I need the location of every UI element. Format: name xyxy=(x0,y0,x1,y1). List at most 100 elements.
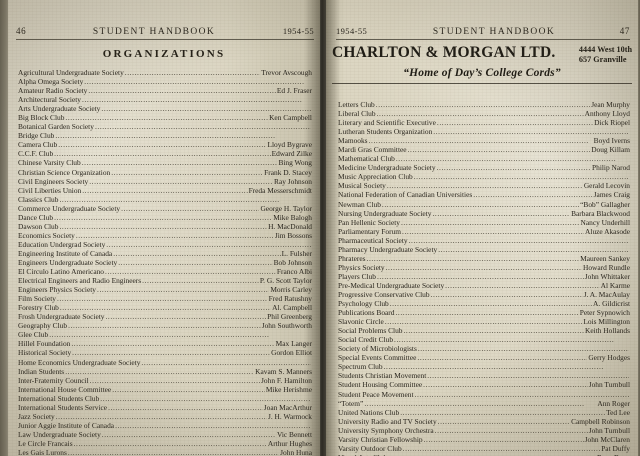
organization-entry: Phrateres...............................… xyxy=(338,254,630,263)
organization-entry: Liberal Club............................… xyxy=(338,109,630,118)
organization-name: International Students Service xyxy=(18,402,108,412)
leader-dots: ........................................… xyxy=(395,308,579,318)
organization-name: United Nations Club xyxy=(338,407,400,417)
organization-entry: Les Gais Lurons.........................… xyxy=(18,448,312,456)
organization-contact: Arthur Hughes xyxy=(267,438,312,448)
organization-name: Varsity Outdoor Club xyxy=(338,443,402,453)
organization-entry: Film Society............................… xyxy=(18,294,312,303)
organization-entry: Agricultural Undergraduate Society......… xyxy=(18,68,312,77)
organization-name: Liberal Club xyxy=(338,109,376,119)
leader-dots: ........................................… xyxy=(375,100,591,109)
organization-contact: Howard Rundle xyxy=(582,262,630,272)
leader-dots: ........................................… xyxy=(437,416,570,426)
leader-dots: ........................................… xyxy=(55,411,267,421)
organization-entry: Engineers Physics Society...............… xyxy=(18,285,312,294)
organization-entry: Nursing Undergraduate Society...........… xyxy=(338,209,630,218)
organization-entry: Pharmaceutical Society..................… xyxy=(338,236,630,245)
leader-dots: ........................................… xyxy=(81,158,278,168)
organization-name: Engineers Physics Society xyxy=(18,285,97,295)
leader-dots: ........................................… xyxy=(73,438,267,448)
organization-contact: H. MacDonald xyxy=(268,221,312,231)
leader-dots: ........................................… xyxy=(111,167,263,177)
leader-dots: ........................................… xyxy=(395,154,617,164)
leader-dots: ........................................… xyxy=(121,203,259,213)
organization-contact: John Turnbull xyxy=(588,380,630,390)
leader-dots: ........................................… xyxy=(88,86,276,96)
organization-contact: Trevor Avscough xyxy=(261,68,312,77)
organization-entry: Engineering Institute of Canada.........… xyxy=(18,249,312,258)
leader-dots: ........................................… xyxy=(101,104,311,114)
leader-dots: ........................................… xyxy=(105,267,276,277)
leader-dots: ........................................… xyxy=(434,425,588,435)
organization-name: Agricultural Undergraduate Society xyxy=(18,68,124,77)
organization-name: National Federation of Canadian Universi… xyxy=(338,190,473,200)
organization-name: Civil Engineers Society xyxy=(18,176,89,186)
organization-name: Alpha Omega Society xyxy=(18,77,84,87)
organization-contact: John McClaren xyxy=(584,434,630,444)
leader-dots: ........................................… xyxy=(376,271,584,281)
organization-entry: Society of Microbiologists..............… xyxy=(338,344,630,353)
leader-dots: ........................................… xyxy=(430,289,583,299)
leader-dots: ........................................… xyxy=(72,348,271,358)
organization-contact: A. Gildicrist xyxy=(593,299,630,309)
organization-entry: Indian Students.........................… xyxy=(18,367,312,376)
organization-entry: Glee Club...............................… xyxy=(18,330,312,339)
leader-dots: ........................................… xyxy=(89,375,260,385)
organization-contact: Pat Duffy xyxy=(601,443,630,453)
left-running-head: STUDENT HANDBOOK xyxy=(92,27,216,37)
organization-contact: John Southworth xyxy=(261,321,312,331)
leader-dots: ........................................… xyxy=(75,230,274,240)
right-page-year: 1954-55 xyxy=(336,26,368,36)
leader-dots: ........................................… xyxy=(112,384,265,394)
left-page-year: 1954-55 xyxy=(282,26,314,36)
organization-entry: Economics Society.......................… xyxy=(18,231,312,240)
organization-name: Geography Club xyxy=(18,321,68,331)
organization-entry: Classics Club...........................… xyxy=(18,195,312,204)
leader-dots: ........................................… xyxy=(100,393,311,403)
organization-entry: Mardi Gras Committee....................… xyxy=(338,145,630,154)
leader-dots: ........................................… xyxy=(94,122,311,132)
leader-dots: ........................................… xyxy=(115,420,311,430)
organization-contact: John Whittaker xyxy=(584,271,630,281)
organization-name: Student Peace Movement xyxy=(338,389,414,399)
organization-name: Spectrum Club xyxy=(338,362,383,372)
right-page-header: 1954-55 STUDENT HANDBOOK 47 xyxy=(336,26,630,37)
organization-name: Publications Board xyxy=(338,308,395,318)
organization-entry: Home Economics Undergraduate Society....… xyxy=(18,358,312,367)
organization-name: Inter-Fraternity Council xyxy=(18,375,89,385)
organization-contact: Phil Greenberg xyxy=(267,312,312,322)
organization-contact: Bob Johnson xyxy=(273,257,312,267)
organization-name: Nursing Undergraduate Society xyxy=(338,208,432,218)
organization-name: Pharmaceutical Society xyxy=(338,235,408,245)
leader-dots: ........................................… xyxy=(54,149,271,159)
organization-entry: Alpha Omega Society.....................… xyxy=(18,77,312,86)
organization-entry: Arts Undergraduate Society..............… xyxy=(18,104,312,113)
organization-name: Commerce Undergraduate Society xyxy=(18,203,121,213)
leader-dots: ........................................… xyxy=(433,127,629,137)
leader-dots: ........................................… xyxy=(376,109,584,119)
leader-dots: ........................................… xyxy=(417,344,629,354)
organization-contact: Mike Herishme xyxy=(265,384,312,394)
organization-entry: Junior Aggie Institute of Canada........… xyxy=(18,421,312,430)
leader-dots: ........................................… xyxy=(89,176,273,186)
organization-name: University Radio and TV Society xyxy=(338,416,437,426)
leader-dots: ........................................… xyxy=(82,95,303,105)
organization-name: Classics Club xyxy=(18,194,59,204)
organization-contact: Campbell Robinson xyxy=(571,416,630,426)
leader-dots: ........................................… xyxy=(56,294,268,304)
leader-dots: ........................................… xyxy=(82,185,247,195)
organization-name: Law Undergraduate Society xyxy=(18,429,101,439)
organization-entry: Social Credit Club......................… xyxy=(338,335,630,344)
organization-name: Jazz Society xyxy=(18,411,55,421)
organization-contact: Joan MacArthur xyxy=(263,402,312,412)
organization-entry: Botanical Garden Society................… xyxy=(18,122,312,131)
organization-entry: Electrical Engineers and Radio Engineers… xyxy=(18,276,312,285)
organization-entry: Civil Liberties Union...................… xyxy=(18,186,312,195)
organization-name: Parliamentary Forum xyxy=(338,226,402,236)
organization-entry: Camera Club.............................… xyxy=(18,140,312,149)
organization-name: Mardi Gras Committee xyxy=(338,145,407,155)
organization-entry: Dawson Club.............................… xyxy=(18,222,312,231)
organization-contact: Ray Johnson xyxy=(274,176,312,186)
organization-contact: John Huna xyxy=(280,447,312,456)
organization-entry: Dance Club..............................… xyxy=(18,213,312,222)
